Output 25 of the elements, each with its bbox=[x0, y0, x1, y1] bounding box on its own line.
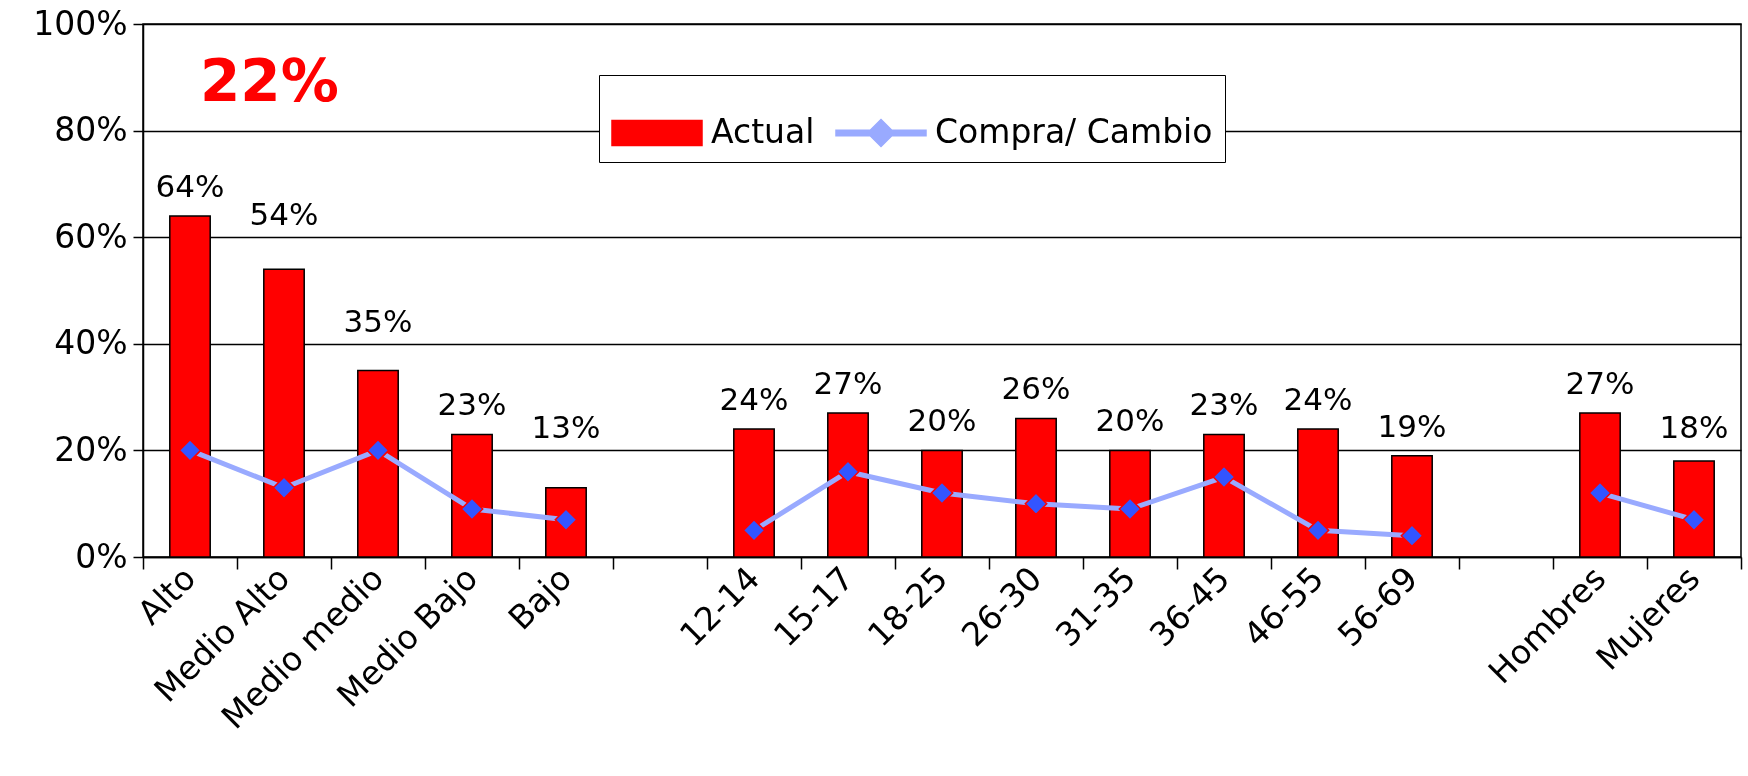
data-label: 18% bbox=[1659, 409, 1729, 446]
data-label: 19% bbox=[1377, 407, 1447, 444]
y-tick-label: 0% bbox=[75, 536, 128, 576]
y-tick-label: 60% bbox=[54, 216, 128, 256]
y-tick-label: 40% bbox=[54, 323, 128, 363]
data-label: 23% bbox=[1189, 386, 1259, 423]
y-tick-label: 80% bbox=[54, 110, 128, 150]
data-label: 20% bbox=[1095, 402, 1165, 439]
data-label: 23% bbox=[437, 386, 507, 423]
data-label: 64% bbox=[155, 167, 225, 204]
y-tick-label: 100% bbox=[33, 3, 128, 43]
data-label: 27% bbox=[1565, 365, 1635, 402]
x-tick-label: Alto bbox=[129, 558, 204, 633]
data-label: 13% bbox=[531, 409, 601, 446]
legend-label: Compra/ Cambio bbox=[935, 112, 1213, 151]
data-label: 20% bbox=[907, 402, 977, 439]
legend-label: Actual bbox=[711, 112, 815, 151]
data-label: 35% bbox=[343, 302, 413, 339]
data-label: 27% bbox=[813, 365, 883, 402]
data-label: 54% bbox=[249, 196, 319, 233]
data-label: 24% bbox=[1283, 381, 1353, 418]
annotation: 22% bbox=[200, 47, 339, 115]
y-tick-label: 20% bbox=[54, 429, 128, 469]
data-label: 24% bbox=[719, 381, 789, 418]
data-label: 26% bbox=[1001, 370, 1071, 407]
